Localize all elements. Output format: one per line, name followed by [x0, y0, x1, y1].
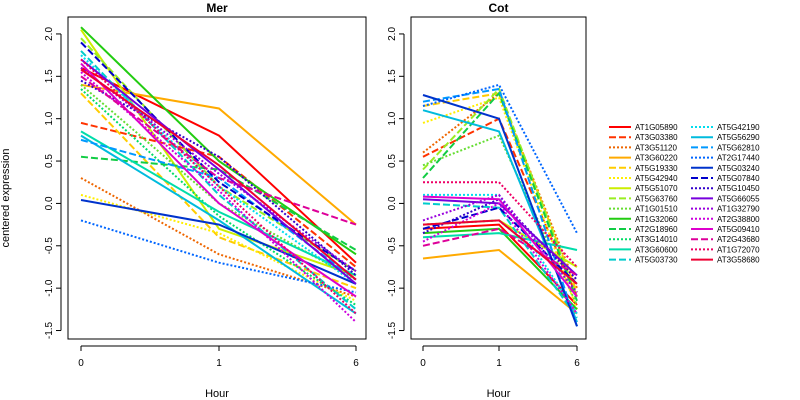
legend-entry-AT3G58680: AT3G58680 [717, 256, 760, 265]
panel-0-x-tick-label: 6 [353, 358, 359, 369]
panel-1-y-tick-label: -0.5 [387, 237, 398, 255]
panel-0-series-line-AT3G60220 [80, 83, 357, 226]
panel-0-title: Mer [206, 1, 228, 15]
legend-entry-AT2G38800: AT2G38800 [717, 215, 760, 224]
panel-1-y-tick-label: 2.0 [387, 27, 398, 41]
panel-0-series-line-AT5G09410 [80, 62, 357, 298]
panel-1-y-tick-label: 1.5 [387, 69, 398, 83]
legend-entry-AT3G60220: AT3G60220 [635, 154, 678, 163]
panel-0-series-line-AT5G63760 [80, 37, 357, 273]
legend-entry-AT1G72070: AT1G72070 [717, 245, 760, 254]
panel-0-x-axis-label: Hour [205, 388, 229, 400]
legend-entry-AT1G05890: AT1G05890 [635, 123, 678, 132]
panel-1-series-line-AT5G03730 [422, 202, 578, 319]
panel-1-series-line-AT5G56290 [422, 109, 578, 323]
panel-1-y-tick-label: 0.0 [387, 196, 398, 210]
legend-entry-AT1G01510: AT1G01510 [635, 205, 678, 214]
panel-0-y-tick-label: 2.0 [44, 27, 55, 41]
panel-0-series-line-AT5G03730 [80, 50, 357, 311]
panel-0-plot-frame [67, 16, 367, 340]
legend-entry-AT5G62810: AT5G62810 [717, 143, 760, 152]
panel-0-series-line-AT3G14010 [80, 88, 357, 306]
panel-1-series-line-AT2G18960 [422, 91, 578, 302]
panel-1-series-line-AT2G17440 [422, 83, 578, 234]
legend-entry-AT1G32790: AT1G32790 [717, 205, 760, 214]
panel-1-series-line-AT5G10450 [422, 198, 578, 281]
legend-entry-AT5G19330: AT5G19330 [635, 164, 678, 173]
legend-box [603, 118, 793, 276]
legend-entry-AT5G66055: AT5G66055 [717, 194, 760, 203]
panel-1-series-line-AT5G07840 [422, 206, 578, 285]
panel-1-x-axis-label: Hour [487, 388, 511, 400]
panel-0-series-line-AT5G03240 [80, 199, 357, 285]
legend-entry-AT1G32060: AT1G32060 [635, 215, 678, 224]
panel-0-series-line-AT2G38800 [80, 71, 357, 323]
panel-0-series-line-AT5G10450 [80, 79, 357, 277]
panel-0-series-line-AT2G17440 [80, 219, 357, 294]
legend-entry-AT5G42190: AT5G42190 [717, 123, 760, 132]
panel-1-x-tick-label: 0 [420, 358, 426, 369]
panel-0-y-tick-label: -1.0 [44, 279, 55, 297]
legend-entry-AT5G09410: AT5G09410 [717, 225, 760, 234]
panel-0-y-tick-label: 0.5 [44, 154, 55, 168]
panel-1-series-line-AT5G42940 [422, 96, 578, 310]
legend-entry-AT5G07840: AT5G07840 [717, 174, 760, 183]
panel-1-x-tick-label: 6 [574, 358, 580, 369]
panel-1-series-line-AT5G62810 [422, 87, 578, 327]
legend-entry-AT5G56290: AT5G56290 [717, 133, 760, 142]
legend-entry-AT5G63760: AT5G63760 [635, 194, 678, 203]
panel-1-y-tick-label: 0.5 [387, 154, 398, 168]
panel-0-series-line-AT3G58680 [80, 68, 357, 281]
panel-1-series-line-AT3G58680 [422, 219, 578, 285]
panel-1-series-line-AT5G09410 [422, 195, 578, 298]
legend-entry-AT2G18960: AT2G18960 [635, 225, 678, 234]
y-axis-label: centered expression [0, 148, 12, 247]
panel-0-y-tick-label: 0.0 [44, 196, 55, 210]
panel-1-series-line-AT5G03240 [422, 94, 578, 327]
legend-entry-AT5G03730: AT5G03730 [635, 256, 678, 265]
panel-0-y-tick-label: -0.5 [44, 237, 55, 255]
panel-1-series-line-AT1G32060 [422, 227, 578, 310]
legend-entry-AT3G03380: AT3G03380 [635, 133, 678, 142]
legend-entry-AT2G17440: AT2G17440 [717, 154, 760, 163]
panel-0-series-line-AT2G18960 [80, 155, 357, 251]
panel-1-title: Cot [489, 1, 509, 15]
panel-1-series-line-AT2G43680 [422, 227, 578, 277]
panel-1-x-tick-label: 1 [496, 358, 502, 369]
panel-1-series-line-AT1G72070 [423, 181, 578, 268]
legend-entry-AT5G42940: AT5G42940 [635, 174, 678, 183]
panel-1-y-tick-label: -1.0 [387, 279, 398, 297]
legend-entry-AT5G51070: AT5G51070 [635, 184, 678, 193]
panel-0-y-tick-label: 1.0 [44, 111, 55, 125]
legend-entry-AT3G60600: AT3G60600 [635, 245, 678, 254]
panel-0-series-line-AT2G43680 [80, 75, 357, 226]
panel-1-series-line-AT2G38800 [422, 202, 578, 315]
panel-0-y-tick-label: -1.5 [44, 321, 55, 339]
panel-0-x-tick-label: 0 [78, 358, 84, 369]
panel-1-plot-frame [410, 16, 587, 340]
panel-1-series-line-AT3G60220 [422, 248, 578, 315]
panel-1-y-tick-label: -1.5 [387, 321, 398, 339]
legend-entry-AT2G43680: AT2G43680 [717, 235, 760, 244]
legend-entry-AT5G10450: AT5G10450 [717, 184, 760, 193]
panel-0-series-line-AT5G66055 [80, 58, 357, 285]
panel-0-series-line-AT3G60600 [80, 130, 357, 277]
legend-entry-AT3G51120: AT3G51120 [635, 143, 678, 152]
panel-0-series-line-AT3G51120 [80, 177, 357, 298]
panel-1-y-tick-label: 1.0 [387, 111, 398, 125]
legend-entry-AT3G14010: AT3G14010 [635, 235, 678, 244]
panel-1-series-line-AT5G19330 [422, 92, 578, 293]
legend-entry-AT5G03240: AT5G03240 [717, 164, 760, 173]
panel-0-x-tick-label: 1 [216, 358, 222, 369]
panel-1-series-line-AT5G63760 [422, 87, 578, 297]
panel-1-series-line-AT1G32790 [422, 193, 578, 294]
panel-0-y-tick-label: 1.5 [44, 69, 55, 83]
panel-0-series-line-AT1G72070 [80, 58, 357, 315]
